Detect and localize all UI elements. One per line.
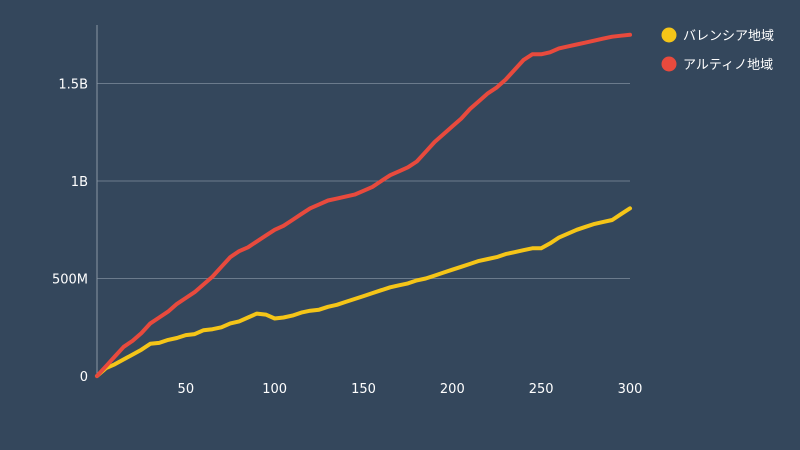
series-line-0 [95,206,632,378]
gridlines [97,83,630,279]
y-tick-label: 1.5B [58,78,88,93]
x-tick-label: 100 [262,382,287,397]
x-tick-label: 50 [178,382,195,397]
x-tick-label: 300 [618,382,643,397]
y-tick-label: 1B [71,175,88,190]
y-axis-ticks: 0 500M 1B 1.5B [52,78,88,386]
legend-marker-0 [661,27,677,43]
legend-label-1: アルティノ地域 [683,58,773,73]
x-tick-label: 250 [529,382,554,397]
legend-label-0: バレンシア地域 [683,29,774,44]
series-lines [95,32,632,378]
y-tick-label: 500M [52,273,88,288]
x-axis-ticks: 50 100 150 200 250 300 [178,382,643,397]
x-tick-label: 150 [351,382,376,397]
series-line-1 [95,32,632,378]
y-tick-label: 0 [80,370,88,385]
x-tick-label: 200 [440,382,465,397]
legend-marker-1 [661,56,677,72]
